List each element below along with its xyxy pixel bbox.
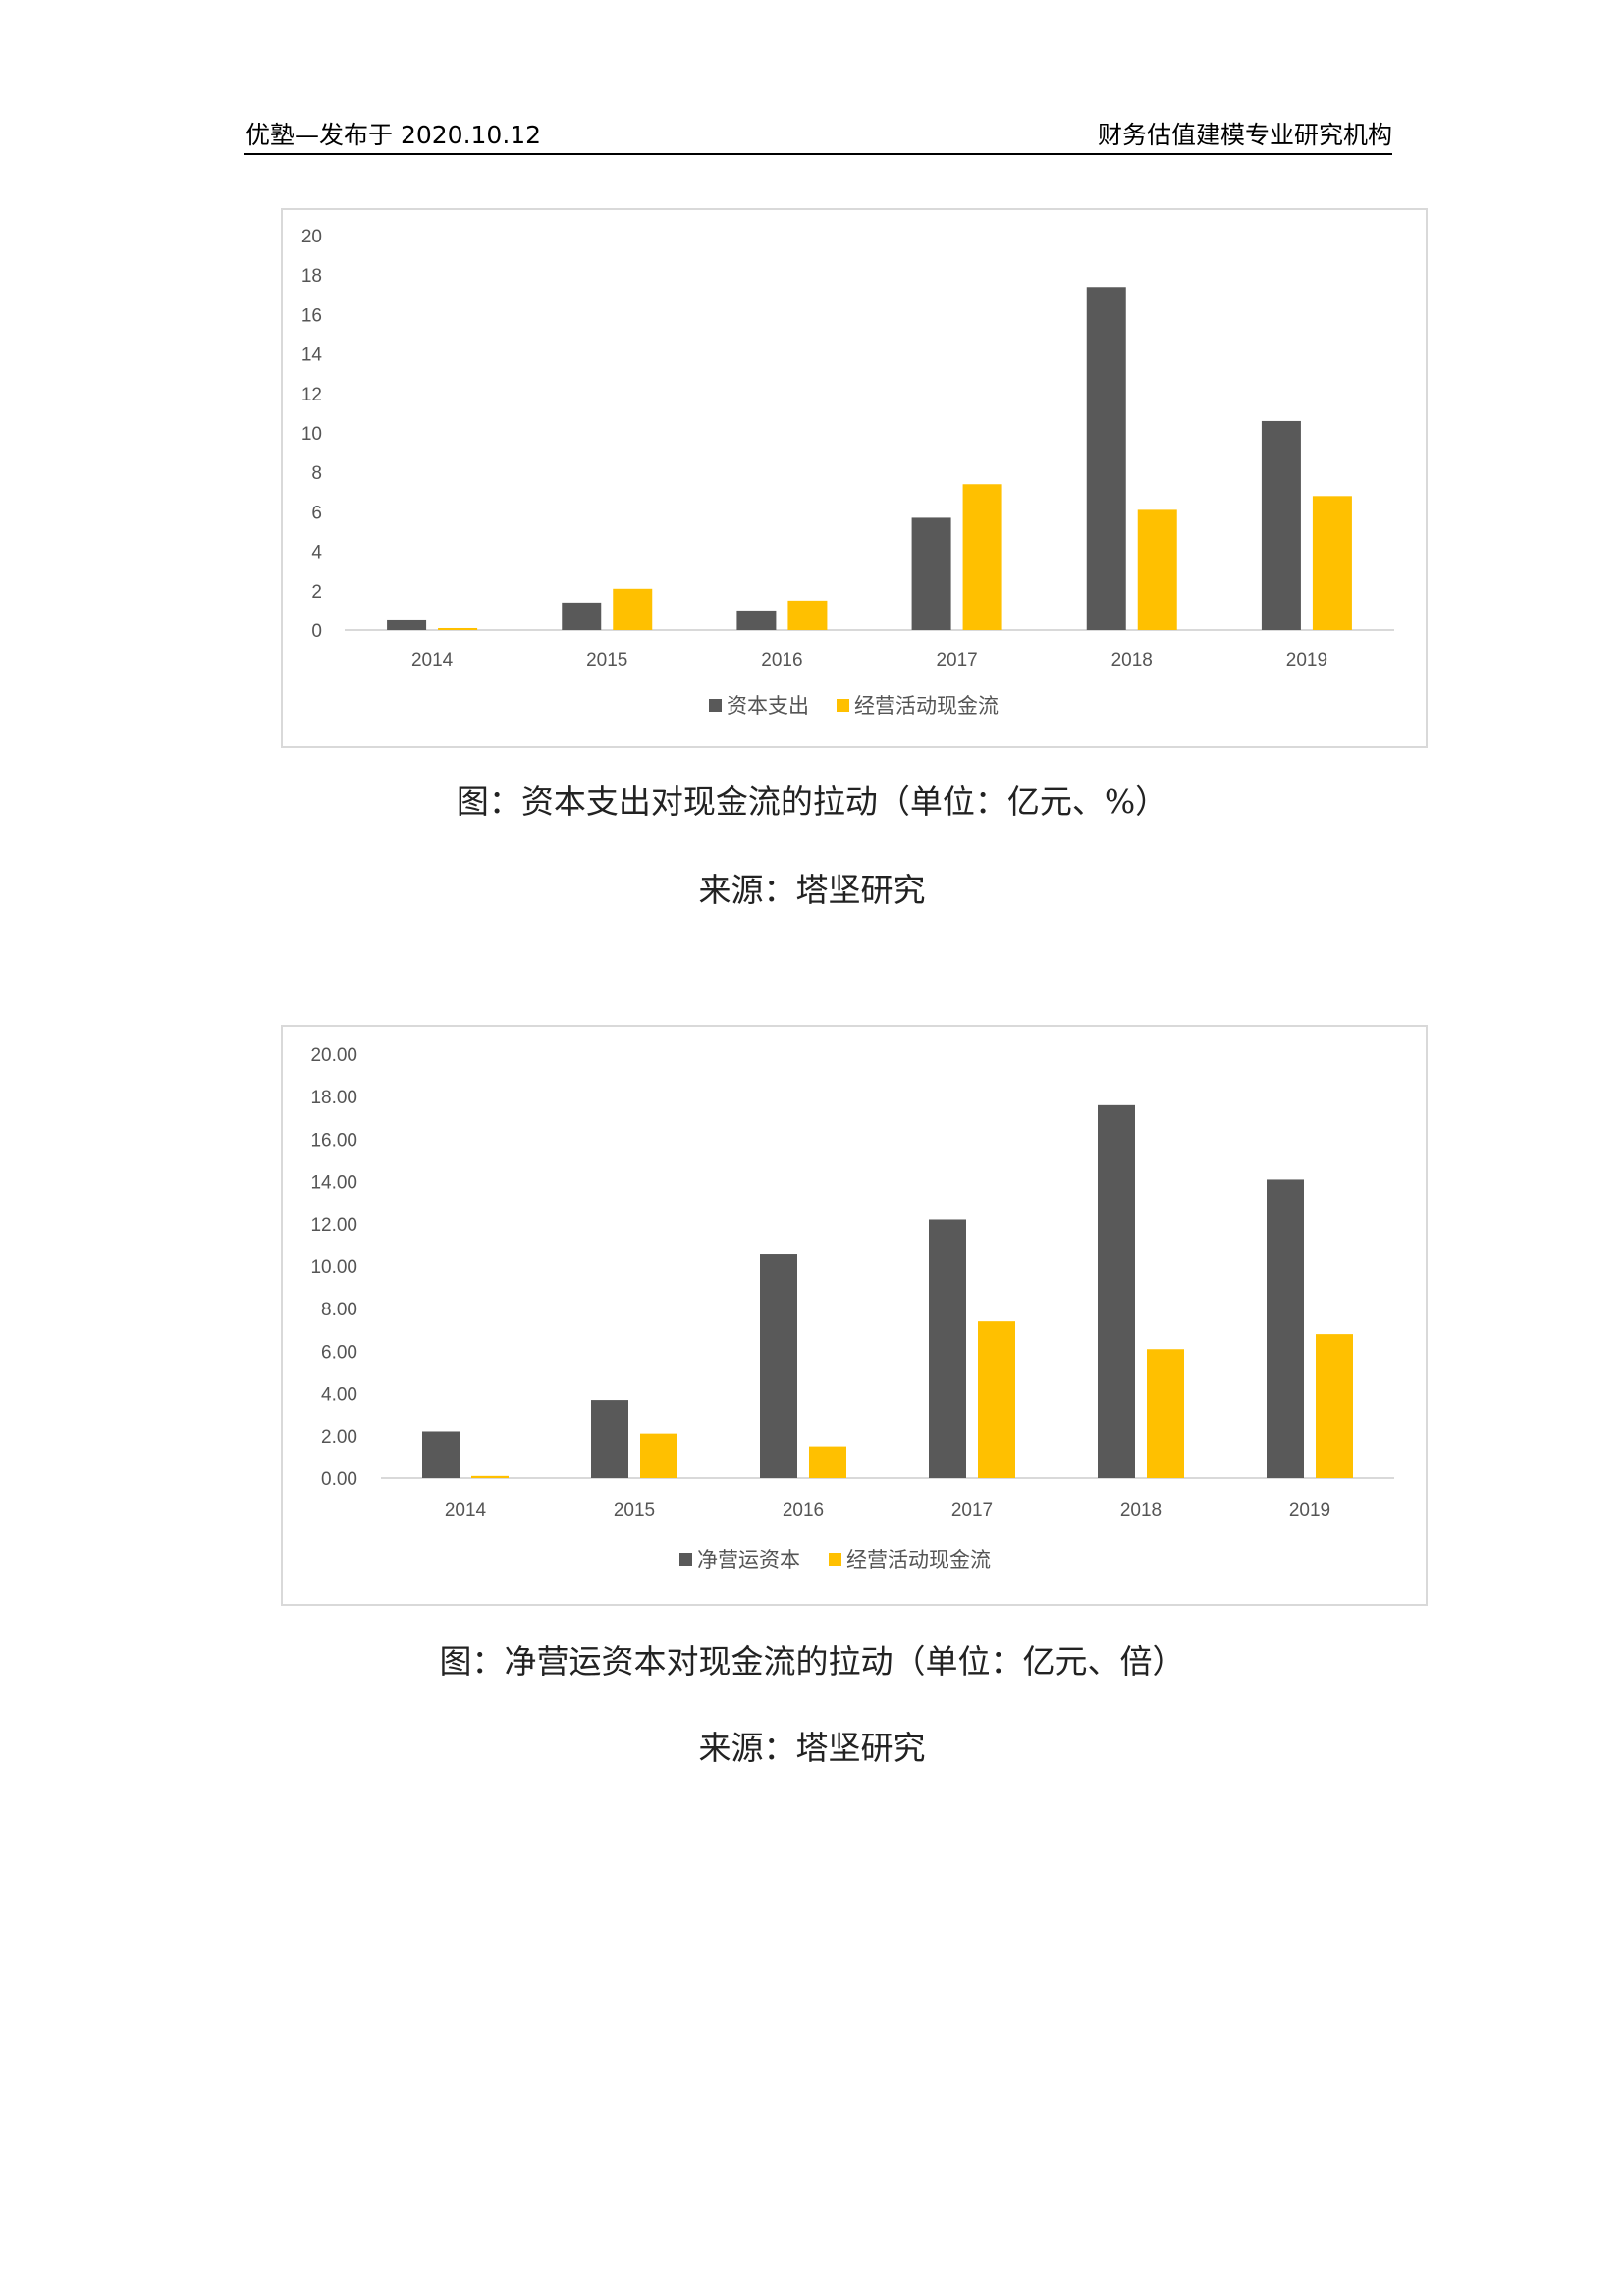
legend-swatch xyxy=(679,1553,692,1566)
y-tick-label: 4.00 xyxy=(321,1385,357,1406)
bar-series2-2015 xyxy=(640,1433,677,1478)
bar-series1-2018 xyxy=(1086,287,1126,630)
legend-label: 经营活动现金流 xyxy=(854,694,999,718)
y-tick-label: 6.00 xyxy=(321,1342,357,1362)
y-tick-label: 14 xyxy=(301,346,323,366)
y-tick-label: 6 xyxy=(311,503,322,523)
header-left-text: 优塾—发布于 2020.10.12 xyxy=(245,121,542,149)
y-tick-label: 12.00 xyxy=(310,1215,357,1236)
bar-series2-2017 xyxy=(978,1321,1015,1478)
legend-swatch xyxy=(709,699,722,712)
y-tick-label: 16 xyxy=(301,305,322,326)
y-tick-label: 8.00 xyxy=(321,1300,357,1320)
chart-capex: 0 2 4 6 8 10 12 14 16 18 20 2014 2015 2016 2017 2018 201… xyxy=(281,208,1428,748)
bar-series1-2018 xyxy=(1098,1104,1135,1478)
y-tick-label: 0 xyxy=(311,621,322,642)
bar-series2-2019 xyxy=(1312,496,1352,630)
x-tick-label: 2019 xyxy=(1286,650,1327,670)
bar-series1-2014 xyxy=(387,619,427,630)
bar-series2-2019 xyxy=(1316,1334,1353,1478)
y-tick-label: 20 xyxy=(301,227,322,247)
bar-series1-2019 xyxy=(1261,420,1301,630)
bar-series1-2017 xyxy=(911,517,951,630)
x-tick-label: 2015 xyxy=(614,1500,655,1521)
chart-capex-caption: 图：资本支出对现金流的拉动（单位：亿元、%） xyxy=(456,782,1168,821)
bar-series2-2016 xyxy=(809,1446,846,1478)
bar-series2-2014 xyxy=(471,1475,509,1478)
y-tick-label: 10 xyxy=(301,424,322,445)
x-tick-label: 2019 xyxy=(1289,1500,1330,1521)
y-tick-label: 12 xyxy=(301,385,322,405)
x-tick-label: 2015 xyxy=(586,650,627,670)
bar-series1-2016 xyxy=(760,1254,797,1478)
x-tick-label: 2016 xyxy=(761,650,802,670)
bar-series1-2016 xyxy=(736,610,777,630)
y-tick-label: 4 xyxy=(311,543,322,563)
y-tick-label: 18.00 xyxy=(310,1088,357,1108)
header-right-text: 财务估值建模专业研究机构 xyxy=(1097,121,1392,149)
legend-label: 净营运资本 xyxy=(697,1548,800,1572)
chart-capex-svg: 0 2 4 6 8 10 12 14 16 18 20 2014 2015 2016 2017 2018 201… xyxy=(301,227,1394,718)
y-tick-label: 8 xyxy=(311,463,322,484)
y-tick-label: 18 xyxy=(301,266,322,287)
y-tick-label: 10.00 xyxy=(310,1257,357,1278)
chart-nwc-caption: 图：净营运资本对现金流的拉动（单位：亿元、倍） xyxy=(439,1642,1185,1681)
bar-series2-2015 xyxy=(613,588,653,630)
y-tick-label: 0.00 xyxy=(321,1469,357,1490)
bar-series1-2019 xyxy=(1267,1179,1304,1478)
legend-swatch xyxy=(837,699,849,712)
bar-series2-2018 xyxy=(1137,509,1177,630)
bar-series2-2014 xyxy=(438,627,478,630)
chart-nwc-svg: 0.00 2.00 4.00 6.00 8.00 10.00 12.00 14.00 16.00… xyxy=(310,1045,1394,1572)
chart-nwc: 0.00 2.00 4.00 6.00 8.00 10.00 12.00 14.00 16.00… xyxy=(281,1025,1428,1606)
x-tick-label: 2014 xyxy=(411,650,454,670)
legend-label: 经营活动现金流 xyxy=(846,1548,991,1572)
y-tick-label: 20.00 xyxy=(310,1045,357,1066)
legend-swatch xyxy=(829,1553,841,1566)
x-tick-label: 2016 xyxy=(783,1500,824,1521)
x-tick-label: 2017 xyxy=(951,1500,993,1521)
x-tick-label: 2018 xyxy=(1111,650,1153,670)
y-tick-label: 14.00 xyxy=(310,1173,357,1194)
y-tick-label: 2 xyxy=(311,582,322,603)
x-tick-label: 2017 xyxy=(936,650,977,670)
x-tick-label: 2018 xyxy=(1120,1500,1162,1521)
x-tick-label: 2014 xyxy=(445,1500,487,1521)
bar-series2-2016 xyxy=(787,600,828,630)
bar-series2-2018 xyxy=(1147,1349,1184,1478)
bar-series1-2015 xyxy=(562,602,602,630)
chart-nwc-source: 来源：塔坚研究 xyxy=(698,1729,926,1767)
y-tick-label: 2.00 xyxy=(321,1427,357,1448)
chart-capex-source: 来源：塔坚研究 xyxy=(698,871,926,909)
y-tick-label: 16.00 xyxy=(310,1130,357,1150)
legend-label: 资本支出 xyxy=(727,694,809,718)
bar-series1-2015 xyxy=(591,1400,628,1478)
header-rule xyxy=(244,153,1392,155)
bar-series1-2017 xyxy=(929,1219,966,1478)
bar-series2-2017 xyxy=(962,484,1002,630)
bar-series1-2014 xyxy=(422,1431,460,1478)
